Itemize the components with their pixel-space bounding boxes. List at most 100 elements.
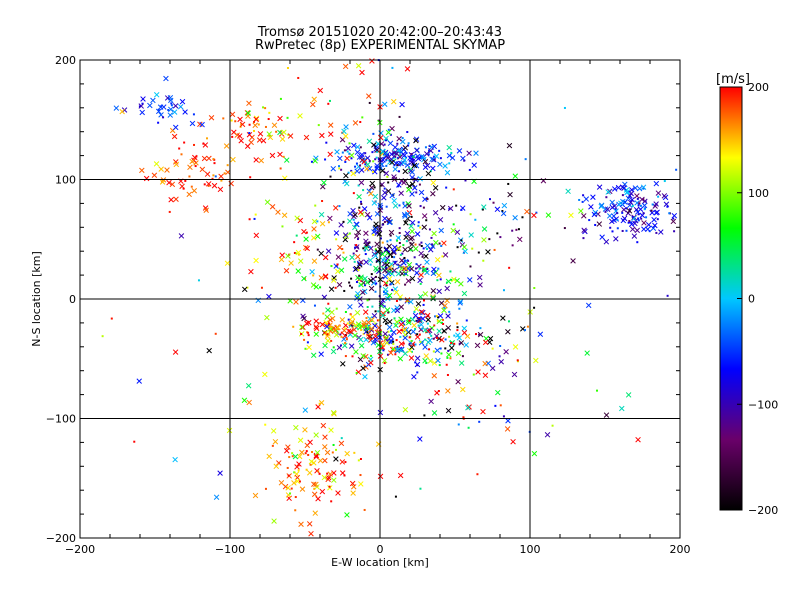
data-point-dot <box>368 324 371 327</box>
data-point-dot <box>357 269 360 272</box>
data-point-x <box>366 333 372 340</box>
data-point-x <box>649 210 655 216</box>
data-point-dot <box>281 225 284 228</box>
data-point-x <box>329 309 335 316</box>
data-point-dot <box>418 267 421 270</box>
data-point-x <box>264 314 270 321</box>
data-point-dot <box>286 466 289 469</box>
data-point-dot <box>406 300 409 303</box>
data-point-dot <box>248 218 251 221</box>
data-point-x <box>349 314 356 320</box>
data-point-x <box>347 304 353 310</box>
data-point-dot <box>616 212 619 215</box>
data-point-x <box>322 254 329 261</box>
data-point-x <box>404 66 411 72</box>
data-point-x <box>533 357 539 364</box>
data-point-x <box>387 159 393 165</box>
data-point-dot <box>385 281 388 284</box>
data-point-x <box>206 155 212 162</box>
data-point-x <box>246 131 253 138</box>
data-point-x <box>428 148 434 154</box>
data-point-dot <box>535 211 538 214</box>
data-point-dot <box>424 146 427 149</box>
data-point-dot <box>290 487 293 490</box>
data-point-x <box>474 342 481 349</box>
data-point-x <box>371 142 377 148</box>
data-point-dot <box>340 335 343 338</box>
data-point-x <box>178 233 185 239</box>
data-point-dot <box>188 175 191 178</box>
data-point-dot <box>361 116 364 119</box>
data-point-x <box>445 407 452 414</box>
data-point-x <box>246 100 252 107</box>
data-point-x <box>287 133 294 139</box>
data-point-dot <box>422 265 425 268</box>
data-point-x <box>632 185 639 191</box>
data-point-dot <box>206 137 209 140</box>
data-point-x <box>653 180 660 187</box>
data-point-x <box>368 184 375 191</box>
data-point-dot <box>441 318 444 321</box>
data-point-dot <box>375 282 378 285</box>
data-point-x <box>312 510 319 516</box>
data-point-x <box>252 492 259 499</box>
data-point-x <box>182 109 188 115</box>
data-point-x <box>192 154 198 161</box>
data-point-dot <box>385 322 388 325</box>
data-point-x <box>362 275 368 282</box>
data-point-x <box>310 352 317 359</box>
data-point-x <box>171 109 178 115</box>
data-point-dot <box>502 415 505 418</box>
data-point-dot <box>370 354 373 357</box>
data-point-dot <box>355 250 358 253</box>
data-point-x <box>424 242 431 249</box>
data-point-x <box>277 115 283 122</box>
data-point-x <box>409 219 416 226</box>
data-point-x <box>433 239 439 246</box>
data-point-x <box>327 151 333 158</box>
data-point-x <box>403 327 410 333</box>
data-point-x <box>391 329 397 336</box>
data-point-dot <box>364 152 367 155</box>
data-point-dot <box>282 155 285 158</box>
data-point-x <box>345 145 351 152</box>
data-point-x <box>444 285 450 292</box>
data-point-x <box>402 213 408 219</box>
data-point-x <box>241 397 248 404</box>
data-point-x <box>422 196 428 202</box>
data-point-x <box>322 342 328 349</box>
data-point-x <box>313 331 320 337</box>
data-point-dot <box>303 277 306 280</box>
data-point-x <box>318 211 325 218</box>
data-point-x <box>307 439 313 446</box>
data-point-dot <box>332 346 335 349</box>
data-point-dot <box>394 324 397 327</box>
data-point-x <box>322 444 328 450</box>
data-point-x <box>153 161 160 167</box>
data-point-dot <box>439 278 442 281</box>
data-point-dot <box>411 158 414 161</box>
data-point-x <box>324 323 330 330</box>
data-point-x <box>505 328 511 335</box>
data-point-x <box>631 214 637 221</box>
data-point-dot <box>494 404 497 407</box>
data-point-dot <box>410 249 413 252</box>
data-point-x <box>275 209 281 215</box>
data-point-dot <box>342 251 345 254</box>
data-point-dot <box>359 458 362 461</box>
data-point-x <box>431 410 438 416</box>
data-point-x <box>372 226 378 232</box>
data-point-dot <box>437 316 440 319</box>
data-point-dot <box>262 106 265 109</box>
data-point-x <box>495 389 501 396</box>
data-point-dot <box>385 205 388 208</box>
data-point-dot <box>275 130 278 133</box>
data-point-dot <box>368 241 371 244</box>
data-point-dot <box>313 487 316 490</box>
data-point-dot <box>401 137 404 140</box>
data-point-dot <box>286 67 289 70</box>
data-point-dot <box>651 203 654 206</box>
data-point-x <box>517 236 523 243</box>
data-point-x <box>360 353 366 359</box>
data-point-dot <box>167 109 170 112</box>
